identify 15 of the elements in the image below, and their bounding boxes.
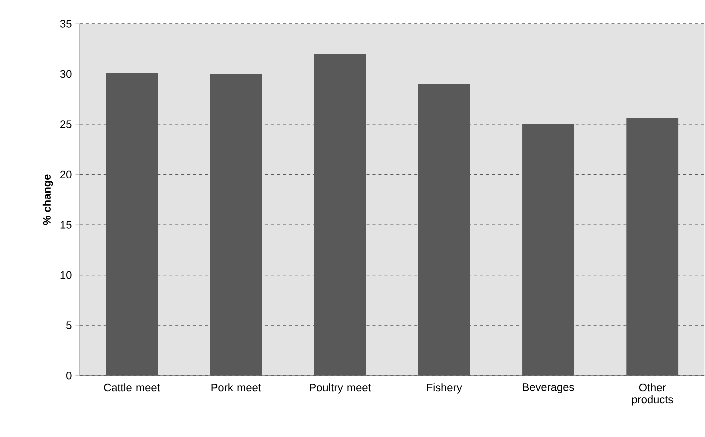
y-tick-label: 15 <box>60 221 72 229</box>
x-tick-label: Beverages <box>523 384 574 394</box>
y-tick-label: 5 <box>66 322 72 330</box>
y-tick-label: 25 <box>60 120 72 128</box>
x-tick-label: Pork meet <box>212 384 262 392</box>
y-tick-label: 10 <box>60 272 72 280</box>
y-tick-label: 30 <box>60 70 72 78</box>
x-tick-label: Other products <box>632 384 674 406</box>
y-tick-label: 20 <box>60 170 72 179</box>
x-tick-label: Fishery <box>427 384 462 394</box>
y-axis-title: % change <box>42 174 54 226</box>
x-tick-label: Cattle meet <box>104 384 160 392</box>
y-tick-label: 0 <box>66 372 72 380</box>
y-tick-label: 35 <box>60 20 72 28</box>
x-tick-label: Poultry meet <box>310 384 372 394</box>
